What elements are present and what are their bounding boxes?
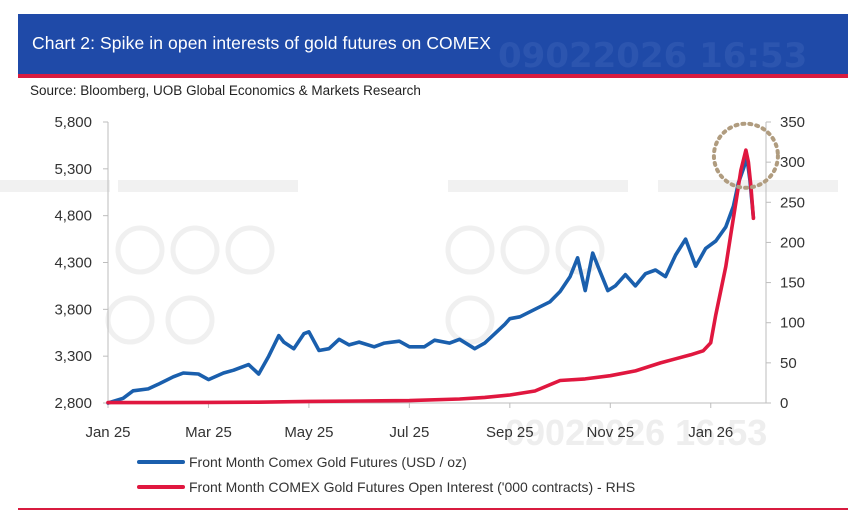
spike-highlight-circle	[711, 121, 780, 190]
x-tick-label-6: Jan 26	[688, 424, 733, 441]
right-tick-label-4: 200	[780, 234, 805, 251]
legend-swatch-gold	[137, 460, 185, 464]
watermark-ring-6	[105, 295, 155, 345]
watermark-ring-2	[225, 225, 275, 275]
gold-price-series-line	[106, 155, 756, 405]
x-tick-label-5: Nov 25	[587, 424, 635, 441]
left-tick-label-0: 2,800	[54, 395, 92, 412]
left-tick-label-1: 3,300	[54, 348, 92, 365]
right-tick-label-3: 150	[780, 275, 805, 292]
legend-swatch-open-interest	[137, 485, 185, 489]
right-tick-label-2: 100	[780, 315, 805, 332]
open-interest-series-line	[106, 148, 756, 405]
left-tick-label-5: 5,300	[54, 161, 92, 178]
left-tick-label-4: 4,800	[54, 208, 92, 225]
chart-title: Chart 2: Spike in open interests of gold…	[32, 33, 491, 53]
x-tick-label-1: Mar 25	[185, 424, 232, 441]
legend-item-open-interest: Front Month COMEX Gold Futures Open Inte…	[137, 477, 635, 497]
watermark-bar-1	[118, 180, 298, 192]
watermark-ring-3	[445, 225, 495, 275]
watermark-ring-1	[170, 225, 220, 275]
chart-watermark: 09022026 16:53	[505, 412, 767, 453]
chart-header: 09022026 16:53 Chart 2: Spike in open in…	[18, 14, 848, 76]
source-note: Source: Bloomberg, UOB Global Economics …	[30, 83, 421, 98]
watermark-bar-2	[448, 180, 628, 192]
x-tick-label-4: Sep 25	[486, 424, 534, 441]
legend-label-open-interest: Front Month COMEX Gold Futures Open Inte…	[189, 479, 636, 495]
watermark-ring-0	[115, 225, 165, 275]
right-tick-label-1: 50	[780, 355, 797, 372]
left-tick-label-6: 5,800	[54, 114, 92, 131]
watermark-bar-0	[0, 180, 110, 192]
x-tick-label-2: May 25	[284, 424, 333, 441]
legend-label-gold: Front Month Comex Gold Futures (USD / oz…	[189, 454, 467, 470]
header-accent-rule	[18, 74, 848, 78]
x-tick-label-3: Jul 25	[389, 424, 429, 441]
left-tick-label-2: 3,800	[54, 301, 92, 318]
watermark-ring-4	[500, 225, 550, 275]
footer-accent-rule	[18, 508, 848, 510]
x-tick-label-0: Jan 25	[85, 424, 130, 441]
watermark-ring-8	[445, 295, 495, 345]
right-tick-label-6: 300	[780, 154, 805, 171]
right-tick-label-0: 0	[780, 395, 788, 412]
right-tick-label-5: 250	[780, 194, 805, 211]
right-tick-label-7: 350	[780, 114, 805, 131]
header-watermark: 09022026 16:53	[498, 36, 808, 76]
legend-item-gold: Front Month Comex Gold Futures (USD / oz…	[137, 452, 467, 472]
left-tick-label-3: 4,300	[54, 255, 92, 272]
watermark-ring-7	[165, 295, 215, 345]
